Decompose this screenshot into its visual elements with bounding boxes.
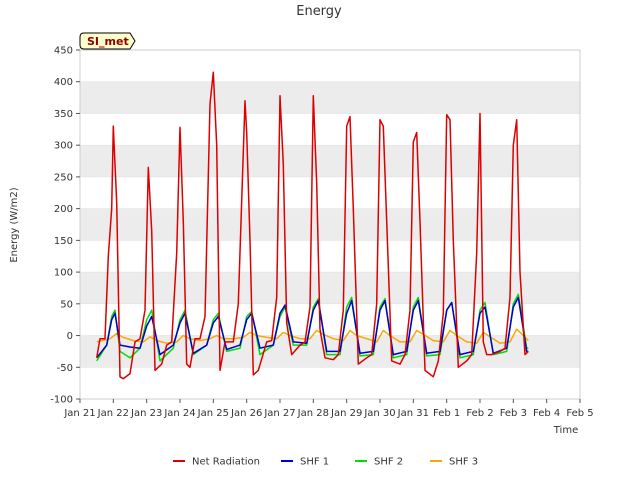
- x-tick-label: Feb 5: [566, 408, 593, 419]
- y-tick-label: 50: [60, 299, 73, 310]
- series-layer: [95, 71, 529, 380]
- grid-band: [80, 145, 580, 177]
- legend-label-shf-3: SHF 3: [449, 457, 478, 468]
- site-label-background: [79, 32, 136, 50]
- x-axis-ticks: Jan 21 Jan 22 Jan 23 Jan 24 Jan 25 Jan 26 Jan …: [63, 399, 594, 419]
- y-tick-label: 350: [54, 109, 73, 120]
- y-tick-label: -100: [50, 395, 73, 406]
- grid-band: [80, 208, 580, 241]
- x-tick-label: Jan 21: [63, 408, 95, 419]
- series-line-shf-2: [96, 293, 529, 362]
- x-axis-title: Time: [553, 425, 578, 436]
- y-tick-label: 200: [54, 204, 73, 215]
- x-tick-label: Jan 24: [163, 408, 195, 419]
- plot-frame: [79, 49, 581, 400]
- y-tick-label: 0: [67, 331, 73, 342]
- x-tick-label: Jan 26: [230, 408, 262, 419]
- grid-band: [80, 303, 580, 336]
- x-tick-label: Feb 2: [466, 408, 493, 419]
- grid-band: [80, 81, 580, 114]
- y-tick-label: 450: [54, 46, 73, 57]
- legend-label-shf-2: SHF 2: [374, 457, 403, 468]
- series-line-shf-1: [96, 296, 529, 359]
- grid-band: [80, 50, 580, 82]
- site-label-box: SI_met: [79, 32, 136, 50]
- y-tick-label: 250: [54, 172, 73, 183]
- series-line-net-radiation: [95, 71, 529, 380]
- x-tick-label: Feb 4: [533, 408, 560, 419]
- grid-band: [80, 176, 580, 209]
- x-tick-label: Jan 30: [363, 408, 395, 419]
- grid-band: [80, 240, 580, 273]
- x-tick-label: Feb 3: [500, 408, 527, 419]
- y-tick-label: 150: [54, 236, 73, 247]
- x-tick-label: Jan 28: [297, 408, 329, 419]
- grid-band: [80, 272, 580, 304]
- chart-title: Energy: [296, 4, 342, 19]
- y-axis-ticks: -100 -50 0 50 100 150 200 250 300 350 400 450: [50, 46, 80, 406]
- x-tick-label: Feb 1: [433, 408, 460, 419]
- y-axis-title: Energy (W/m2): [9, 187, 20, 262]
- x-tick-label: Jan 23: [130, 408, 162, 419]
- x-tick-label: Jan 27: [263, 408, 295, 419]
- x-tick-label: Jan 25: [197, 408, 229, 419]
- y-tick-label: 300: [54, 141, 73, 152]
- x-tick-label: Jan 31: [397, 408, 429, 419]
- legend: Net Radiation SHF 1 SHF 2 SHF 3: [173, 457, 478, 468]
- site-label: SI_met: [87, 35, 129, 48]
- grid-band: [80, 113, 580, 146]
- x-tick-label: Jan 22: [97, 408, 129, 419]
- legend-label-net-radiation: Net Radiation: [192, 457, 260, 468]
- y-tick-label: -50: [57, 363, 73, 374]
- y-tick-label: 100: [54, 268, 73, 279]
- grid-band: [80, 367, 580, 399]
- legend-label-shf-1: SHF 1: [300, 457, 329, 468]
- x-tick-label: Jan 29: [330, 408, 362, 419]
- y-tick-label: 400: [54, 77, 73, 88]
